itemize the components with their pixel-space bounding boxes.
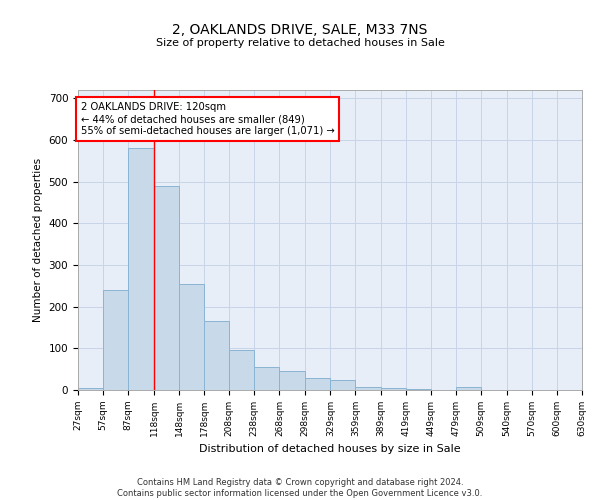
Bar (406, 389, 431, 390)
Bar (355, 386, 380, 390)
Bar (456, 386, 481, 390)
Bar (154, 186, 179, 390)
Bar (204, 322, 229, 390)
Text: Contains HM Land Registry data © Crown copyright and database right 2024.
Contai: Contains HM Land Registry data © Crown c… (118, 478, 482, 498)
Text: 2, OAKLANDS DRIVE, SALE, M33 7NS: 2, OAKLANDS DRIVE, SALE, M33 7NS (172, 22, 428, 36)
Bar (254, 367, 280, 390)
Bar (78, 388, 103, 390)
Bar (380, 388, 406, 390)
Bar (179, 284, 204, 390)
Y-axis label: Number of detached properties: Number of detached properties (33, 158, 43, 322)
Text: Size of property relative to detached houses in Sale: Size of property relative to detached ho… (155, 38, 445, 48)
Text: 2 OAKLANDS DRIVE: 120sqm
← 44% of detached houses are smaller (849)
55% of semi-: 2 OAKLANDS DRIVE: 120sqm ← 44% of detach… (80, 102, 334, 136)
Bar (305, 378, 331, 390)
Bar (331, 380, 355, 390)
Bar (103, 290, 128, 390)
Bar (128, 148, 154, 390)
Bar (229, 350, 254, 390)
X-axis label: Distribution of detached houses by size in Sale: Distribution of detached houses by size … (199, 444, 461, 454)
Bar (280, 371, 305, 390)
